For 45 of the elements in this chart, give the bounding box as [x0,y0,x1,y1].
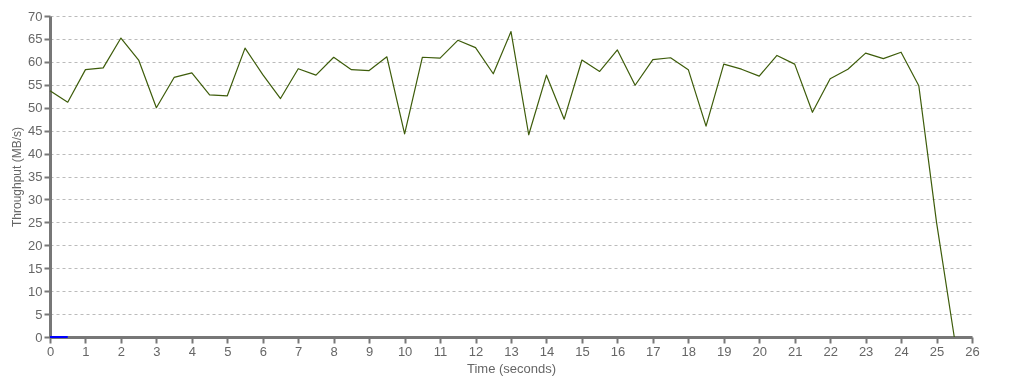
x-tick-label: 1 [82,343,90,359]
y-tick-label: 60 [28,54,43,70]
y-tick-label: 15 [28,260,43,276]
x-tick-label: 2 [117,343,126,359]
y-axis-title: Throughput (MB/s) [10,126,25,228]
x-tick-label: 12 [468,343,484,359]
x-tick-label: 11 [433,343,448,359]
y-tick-label: 25 [28,214,43,230]
y-tick-label: 65 [28,31,43,47]
x-tick-label: 3 [153,343,161,359]
x-tick-label: 21 [787,343,803,359]
x-tick-label: 23 [858,343,874,359]
x-axis-title: Time (seconds) [466,360,557,376]
x-tick-label: 5 [224,343,232,359]
x-tick-label: 9 [366,343,374,359]
y-tick-label: 40 [28,146,43,162]
x-tick-label: 19 [717,343,732,359]
y-tick-label: 70 [28,8,43,24]
x-tick-label: 25 [929,343,945,359]
x-tick-label: 18 [681,343,697,359]
x-tick-label: 15 [575,343,590,359]
x-tick-label: 14 [539,343,555,359]
x-tick-label: 17 [646,343,661,359]
y-tick-label: 5 [35,306,43,322]
x-tick-label: 4 [188,343,196,359]
x-tick-label: 6 [259,343,267,359]
x-tick-label: 26 [965,343,980,359]
y-tick-label: 50 [28,100,43,116]
x-tick-label: 20 [752,343,767,359]
x-tick-label: 16 [610,343,626,359]
x-tick-label: 24 [894,343,909,359]
x-tick-label: 8 [330,343,338,359]
x-tick-label: 13 [504,343,519,359]
x-tick-label: 10 [397,343,413,359]
x-tick-label: 22 [823,343,838,359]
y-tick-label: 35 [28,169,43,184]
y-tick-label: 20 [28,237,43,253]
y-tick-label: 10 [28,283,43,299]
x-tick-label: 0 [46,343,55,359]
line-series [49,30,955,338]
y-tick-label: 30 [28,191,43,207]
y-tick-label: 45 [28,123,43,139]
x-tick-label: 7 [295,343,303,359]
y-tick-label: 55 [28,77,43,93]
y-tick-label: 0 [35,329,43,345]
